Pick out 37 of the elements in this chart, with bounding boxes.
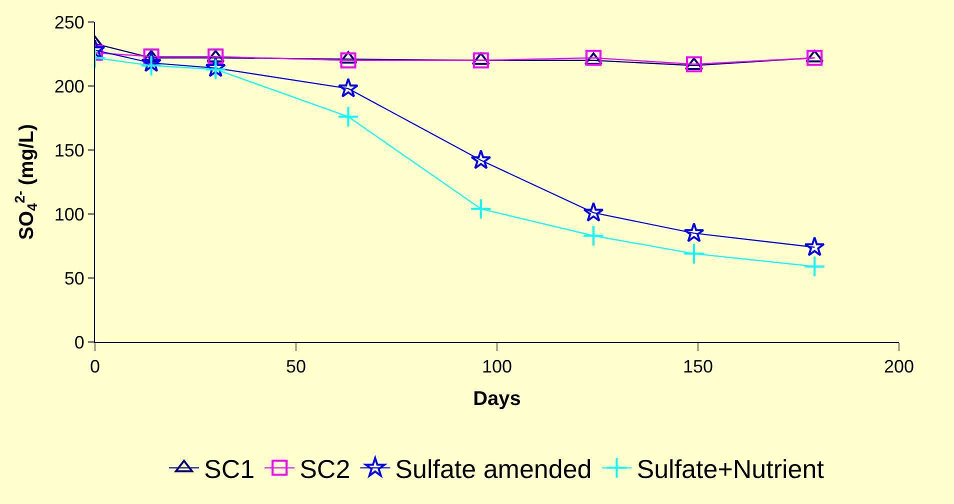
point: [804, 256, 826, 278]
y-tick-label: 0: [74, 332, 84, 352]
y-tick-label: 250: [54, 12, 84, 32]
legend-label: SC1: [204, 454, 255, 484]
point: [470, 149, 492, 170]
legend-label: Sulfate amended: [395, 454, 592, 484]
point: [684, 222, 704, 242]
y-tick-label: 100: [54, 204, 84, 224]
x-tick-label: 100: [482, 356, 512, 377]
point: [683, 242, 705, 264]
point: [470, 198, 492, 220]
point: [472, 52, 489, 68]
x-tick-label: 50: [286, 356, 306, 377]
point: [338, 78, 359, 98]
y-tick-label: 200: [54, 76, 84, 96]
x-tick-label: 0: [90, 356, 100, 377]
point: [140, 52, 162, 72]
point: [208, 48, 224, 65]
point: [337, 106, 360, 128]
point: [339, 51, 358, 64]
y-tick-label: 150: [54, 140, 84, 160]
y-tick-label: 50: [64, 268, 84, 288]
point: [340, 52, 356, 68]
point: [582, 224, 604, 247]
legend-label: SC2: [300, 454, 350, 484]
point: [472, 52, 490, 65]
point: [806, 50, 823, 66]
x-tick-label: 200: [884, 356, 914, 377]
point: [806, 50, 824, 62]
x-tick-label: 150: [682, 356, 714, 377]
point: [206, 50, 225, 62]
point: [804, 236, 825, 256]
x-axis-title: Days: [473, 388, 521, 410]
point: [583, 202, 604, 222]
point: [142, 50, 160, 62]
point: [140, 54, 162, 76]
legend-label: Sulfate+Nutrient: [636, 454, 825, 484]
